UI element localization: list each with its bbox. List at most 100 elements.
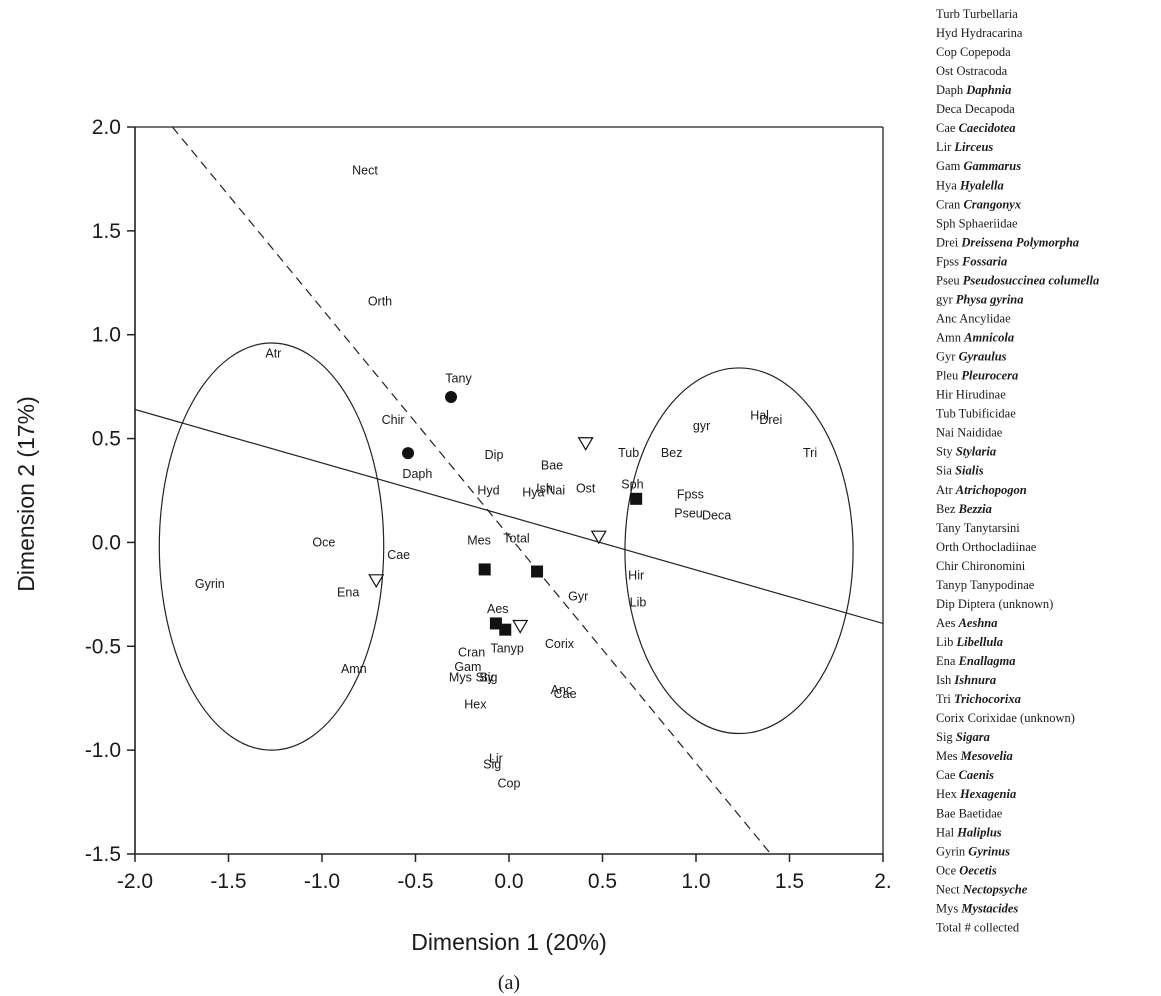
x-tick-label: 1.5: [775, 870, 804, 893]
legend-abbr: Aes: [936, 616, 959, 630]
legend-abbr: Hex: [936, 787, 960, 801]
species-label: Dip: [485, 448, 504, 462]
figure-caption: (a): [498, 972, 520, 994]
legend-abbr: Turb: [936, 7, 963, 21]
legend-name: Bezzia: [958, 502, 992, 516]
legend-entry: Cae Caecidotea: [936, 121, 1016, 135]
legend-entry: Fpss Fossaria: [936, 254, 1007, 268]
legend-name: Hydracarina: [961, 26, 1023, 40]
legend-name: # collected: [965, 920, 1020, 934]
legend-entry: Daph Daphnia: [936, 83, 1011, 97]
species-label: Orth: [368, 294, 392, 308]
x-tick-label: -0.5: [397, 870, 433, 893]
legend-abbr: Cran: [936, 197, 963, 211]
legend-name: Enallagma: [958, 654, 1016, 668]
species-label: Sig: [483, 758, 501, 772]
y-axis-title: Dimension 2 (17%): [13, 396, 39, 592]
site-square-marker: [478, 563, 491, 576]
legend-abbr: Cae: [936, 768, 959, 782]
legend-abbr: Gam: [936, 159, 963, 173]
site-triangle-marker: [577, 437, 594, 451]
legend-entry: Lir Lirceus: [936, 140, 993, 154]
legend-name: Mystacides: [960, 901, 1018, 915]
legend-entry: Chir Chironomini: [936, 559, 1026, 573]
legend-abbr: Drei: [936, 235, 961, 249]
legend-entry: Ish Ishnura: [936, 673, 996, 687]
legend-entry: Deca Decapoda: [936, 102, 1015, 116]
legend-entry: Aes Aeshna: [936, 616, 997, 630]
legend-name: Physa gyrina: [956, 292, 1024, 306]
site-circle-marker: [402, 447, 415, 460]
legend-name: Dreissena Polymorpha: [960, 235, 1079, 249]
species-label: Anc: [551, 683, 573, 697]
species-label: Gam: [454, 660, 481, 674]
species-label: Tanyp: [490, 641, 523, 655]
legend-entry: Mes Mesovelia: [936, 749, 1013, 763]
species-label: Hyd: [477, 484, 499, 498]
legend-entry: Sia Sialis: [936, 464, 984, 478]
legend-name: Haliplus: [956, 825, 1002, 839]
legend-name: Naididae: [957, 426, 1003, 440]
legend-entry: Ost Ostracoda: [936, 64, 1008, 78]
legend-name: Hyalella: [959, 178, 1004, 192]
species-label: Drei: [759, 413, 782, 427]
legend-entry: Sph Sphaeriidae: [936, 216, 1018, 230]
species-label: Pseu: [674, 506, 703, 520]
legend-entry: Sig Sigara: [936, 730, 990, 744]
species-label: Gyrin: [195, 577, 225, 591]
legend-entry: Tri Trichocorixa: [936, 692, 1021, 706]
legend-abbr: Sig: [936, 730, 956, 744]
species-label: Nect: [352, 164, 378, 178]
legend-name: Hexagenia: [959, 787, 1016, 801]
legend-entry: Bez Bezzia: [936, 502, 992, 516]
legend-name: Caenis: [959, 768, 995, 782]
y-tick-label: 1.0: [92, 324, 121, 347]
legend-name: Ishnura: [953, 673, 996, 687]
legend-abbr: Sty: [936, 445, 956, 459]
legend-entry: Cae Caenis: [936, 768, 994, 782]
x-tick-label: 0.0: [494, 870, 523, 893]
legend-name: Chironomini: [961, 559, 1025, 573]
legend-name: Caecidotea: [959, 121, 1016, 135]
legend-name: Orthocladiinae: [962, 540, 1037, 554]
x-tick-label: 2.: [874, 870, 892, 893]
site-square-marker: [489, 617, 502, 630]
legend-entry: Hya Hyalella: [936, 178, 1004, 192]
species-label: Bez: [661, 446, 683, 460]
legend-name: Gyraulus: [959, 350, 1007, 364]
site-square-marker: [531, 565, 544, 578]
species-label: Ena: [337, 585, 359, 599]
legend-entry: Hal Haliplus: [936, 825, 1002, 839]
site-triangle-marker: [590, 530, 607, 545]
legend-entry: Hir Hirudinae: [936, 388, 1006, 402]
site-triangle-marker: [512, 619, 529, 634]
y-tick-label: -1.5: [85, 843, 121, 866]
legend-abbr: Ost: [936, 64, 957, 78]
legend-entry: Drei Dreissena Polymorpha: [936, 235, 1079, 249]
species-label: Hal: [750, 409, 769, 423]
legend-abbr: gyr: [936, 292, 956, 306]
legend-name: Trichocorixa: [954, 692, 1021, 706]
legend-abbr: Hyd: [936, 26, 961, 40]
group-ellipse: [158, 342, 385, 751]
species-label: Oce: [312, 535, 335, 549]
species-label: Mes: [467, 533, 491, 547]
legend-name: Pleurocera: [961, 369, 1018, 383]
legend-name: Libellula: [955, 635, 1003, 649]
legend-name: Diptera (unknown): [958, 597, 1053, 611]
legend-entry: Lib Libellula: [936, 635, 1003, 649]
legend-entry: Bae Baetidae: [936, 806, 1003, 820]
legend-abbr: Total: [936, 920, 965, 934]
legend-name: Daphnia: [965, 83, 1011, 97]
species-label: Lib: [630, 596, 647, 610]
legend-abbr: Amn: [936, 331, 964, 345]
species-label: Chir: [382, 413, 405, 427]
x-tick-label: 1.0: [681, 870, 710, 893]
species-label: Corix: [545, 637, 575, 651]
species-label: Atr: [265, 346, 281, 360]
species-label: Tany: [445, 371, 472, 385]
legend-abbr: Hal: [936, 825, 957, 839]
ellipse-group: [158, 342, 854, 751]
x-tick-label: -1.0: [304, 870, 340, 893]
legend-abbr: Tanyp: [936, 578, 970, 592]
